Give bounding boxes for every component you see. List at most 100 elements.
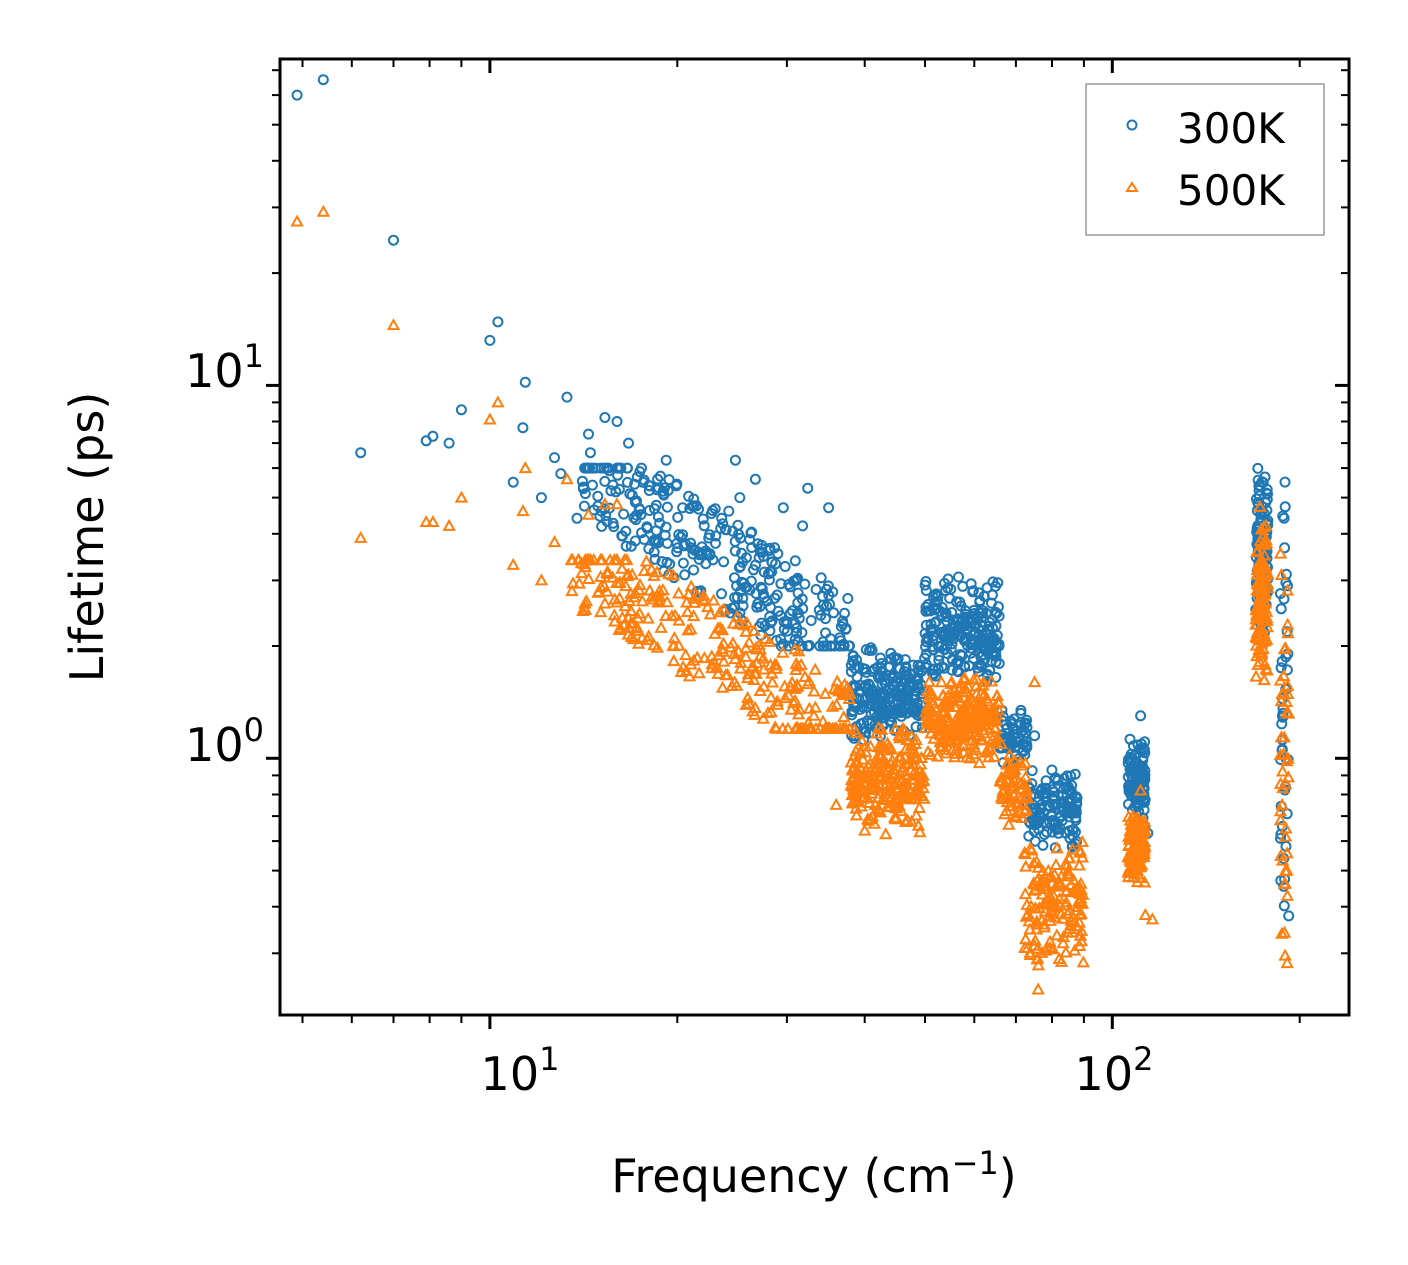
point-500k	[1276, 781, 1290, 794]
point-300k	[938, 628, 950, 640]
point-500k	[853, 744, 868, 757]
point-300k	[644, 480, 656, 492]
x-tick-label-10: 101	[481, 1040, 560, 1101]
point-500k	[1073, 907, 1087, 920]
point-500k	[1020, 940, 1035, 954]
point-300k	[1031, 817, 1043, 829]
point-500k	[681, 587, 696, 600]
point-300k	[716, 512, 728, 524]
point-500k	[842, 691, 856, 704]
point-300k	[990, 580, 1001, 592]
point-500k	[547, 535, 562, 548]
point-500k	[1133, 783, 1148, 796]
point-500k	[982, 713, 996, 726]
point-500k	[1035, 887, 1049, 900]
point-500k	[920, 709, 934, 722]
point-500k	[854, 799, 868, 812]
point-500k	[1076, 955, 1090, 968]
point-300k	[748, 564, 759, 576]
point-300k	[1129, 801, 1141, 813]
point-500k	[973, 713, 988, 726]
point-500k	[651, 595, 665, 608]
point-500k	[829, 697, 844, 710]
point-300k	[716, 588, 727, 600]
point-300k	[957, 615, 969, 627]
point-300k	[1040, 787, 1051, 799]
point-300k	[834, 640, 846, 652]
point-500k	[684, 657, 698, 670]
point-500k	[910, 768, 925, 781]
point-500k	[1059, 945, 1073, 958]
point-500k	[1007, 772, 1021, 785]
point-300k	[594, 510, 606, 522]
point-500k	[691, 589, 705, 602]
point-500k	[984, 674, 999, 687]
point-500k	[1273, 546, 1288, 559]
point-500k	[906, 745, 921, 758]
point-500k	[988, 712, 1003, 726]
point-500k	[917, 791, 931, 804]
point-500k	[870, 757, 884, 770]
point-500k	[419, 514, 433, 528]
point-500k	[1277, 925, 1292, 938]
point-500k	[829, 797, 843, 810]
point-300k	[881, 700, 893, 712]
point-300k	[1134, 760, 1146, 772]
point-500k	[902, 756, 916, 769]
point-300k	[643, 485, 655, 496]
point-500k	[737, 618, 752, 631]
point-500k	[961, 694, 975, 707]
point-300k	[928, 591, 940, 603]
point-500k	[633, 577, 647, 590]
point-500k	[949, 686, 964, 699]
point-300k	[677, 502, 689, 514]
point-300k	[693, 553, 705, 565]
point-500k	[890, 755, 904, 768]
point-500k	[957, 730, 971, 743]
point-300k	[953, 571, 964, 583]
point-300k	[920, 662, 932, 674]
point-500k	[592, 584, 606, 597]
legend-label-300k: 300K	[1177, 104, 1286, 153]
point-500k	[809, 721, 823, 734]
point-500k	[987, 729, 1001, 742]
point-500k	[895, 764, 910, 777]
point-500k	[1025, 843, 1039, 856]
point-500k	[703, 607, 718, 620]
point-300k	[824, 598, 835, 610]
point-500k	[930, 749, 945, 762]
point-300k	[1040, 792, 1052, 804]
point-300k	[1069, 768, 1081, 780]
point-500k	[1039, 879, 1054, 892]
point-500k	[666, 568, 680, 581]
point-300k	[1067, 830, 1079, 842]
point-300k	[631, 495, 642, 507]
point-500k	[753, 649, 767, 662]
point-500k	[564, 553, 579, 566]
point-300k	[911, 679, 923, 691]
point-300k	[982, 669, 994, 680]
point-500k	[752, 637, 766, 650]
point-300k	[927, 634, 939, 646]
point-500k	[1274, 848, 1288, 861]
data-points	[290, 74, 1296, 995]
point-300k	[388, 234, 399, 246]
point-500k	[1047, 900, 1062, 913]
point-300k	[683, 490, 695, 502]
point-300k	[599, 412, 611, 423]
point-500k	[808, 662, 822, 675]
point-500k	[756, 711, 770, 724]
point-500k	[798, 669, 812, 683]
point-500k	[684, 579, 698, 592]
point-500k	[705, 657, 719, 670]
point-500k	[679, 595, 694, 608]
point-500k	[764, 705, 778, 718]
point-300k	[877, 688, 889, 700]
point-300k	[519, 376, 531, 388]
point-500k	[739, 624, 753, 637]
point-500k	[1121, 809, 1136, 822]
point-300k	[697, 513, 709, 525]
point-300k	[991, 607, 1003, 619]
point-500k	[1135, 821, 1149, 834]
point-300k	[700, 545, 712, 557]
